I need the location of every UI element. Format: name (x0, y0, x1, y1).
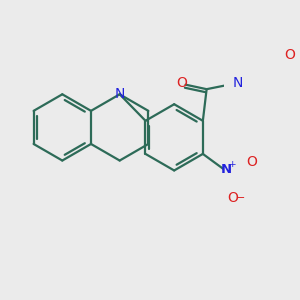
Text: N: N (232, 76, 243, 90)
Text: O: O (176, 76, 187, 90)
Text: N: N (115, 87, 125, 101)
Text: +: + (229, 160, 236, 169)
Text: O: O (246, 155, 257, 169)
Text: O: O (227, 190, 239, 205)
Text: N: N (220, 163, 232, 176)
Text: −: − (236, 193, 245, 202)
Text: O: O (284, 48, 295, 62)
